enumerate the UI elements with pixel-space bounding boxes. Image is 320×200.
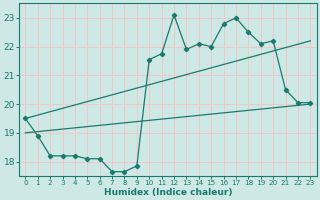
X-axis label: Humidex (Indice chaleur): Humidex (Indice chaleur) bbox=[104, 188, 232, 197]
